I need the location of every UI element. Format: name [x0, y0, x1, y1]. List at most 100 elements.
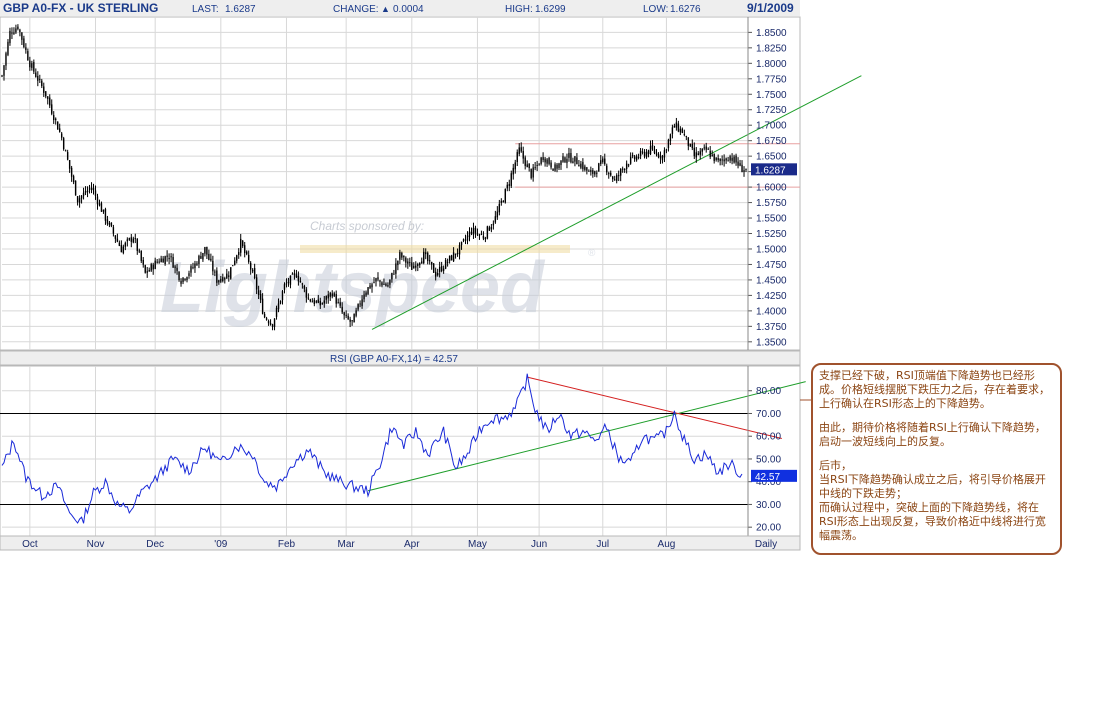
price-candle-body: [484, 237, 487, 240]
price-candle-body: [663, 150, 666, 158]
price-candle-body: [494, 216, 497, 223]
price-candle-body: [709, 150, 711, 158]
price-candle-body: [158, 261, 160, 263]
analysis-note: 支撑已经下破，RSI顶端值下降趋势也已经形成。价格短线摆脱下跌压力之后，存在着要…: [811, 363, 1062, 555]
price-candle-body: [466, 235, 469, 241]
price-candle-body: [80, 195, 83, 199]
price-candle-body: [687, 137, 690, 146]
rsi-last-badge: 42.57: [751, 469, 797, 483]
price-candle-body: [134, 238, 136, 240]
price-candle-body: [434, 271, 437, 277]
x-axis: Oct Nov Dec '09 Feb Mar Apr May Jun Jul Aug Daily: [22, 539, 777, 550]
price-candle-body: [522, 150, 524, 159]
rsi-line-path: [1, 373, 743, 524]
x-axis-tick-label: Jul: [596, 539, 609, 550]
price-candle-body: [430, 261, 433, 265]
price-candle-body: [429, 260, 431, 262]
quote-header: GBP A0-FX - UK STERLING LAST: 1.6287 CHA…: [0, 0, 800, 16]
price-tick-label: 1.7500: [756, 90, 787, 101]
price-candle-body: [188, 273, 190, 276]
price-candle-body: [9, 30, 11, 44]
price-candle-body: [245, 251, 248, 255]
price-candle-body: [530, 169, 532, 179]
price-candle-body: [53, 115, 55, 121]
price-candle-body: [283, 284, 286, 290]
price-tick-label: 1.7750: [756, 74, 787, 85]
price-tick-label: 1.4750: [756, 260, 787, 271]
price-grid: [2, 17, 748, 350]
price-tick-label: 1.3500: [756, 337, 787, 348]
price-candle-body: [707, 148, 709, 150]
price-candle-body: [713, 153, 715, 161]
price-candle-body: [164, 256, 166, 265]
price-candle-body: [659, 155, 662, 159]
price-candle-body: [198, 255, 200, 265]
price-candle-body: [273, 318, 276, 327]
sponsor-watermark: Charts sponsored by: Lightspeed ®: [160, 219, 596, 328]
price-tick-label: 1.3750: [756, 322, 787, 333]
price-candle-body: [504, 188, 507, 203]
price-candle-body: [178, 271, 180, 281]
price-candle-body: [474, 227, 477, 234]
price-candle-body: [639, 150, 642, 156]
price-candle-body: [230, 267, 232, 279]
price-candle-body: [743, 170, 745, 172]
price-candle-body: [70, 167, 73, 177]
price-candle-body: [295, 274, 298, 278]
price-tick-label: 1.5250: [756, 229, 787, 240]
price-candle-body: [29, 60, 31, 68]
price-candle-body: [643, 151, 646, 157]
price-candle-body: [681, 128, 684, 134]
price-candle-body: [186, 277, 188, 281]
price-candle-body: [365, 292, 367, 296]
price-tick-label: 1.4500: [756, 275, 787, 286]
price-candle-body: [220, 278, 222, 282]
price-candle-body: [604, 158, 606, 165]
price-candle-body: [247, 254, 250, 262]
price-candle-body: [106, 219, 109, 224]
price-candle-body: [122, 246, 125, 254]
price-tick-label: 1.4250: [756, 291, 787, 302]
price-candle-body: [327, 294, 329, 299]
price-candle-body: [614, 179, 616, 181]
sponsor-text: Charts sponsored by:: [310, 219, 424, 233]
price-candle-body: [512, 167, 514, 175]
price-candle-body: [243, 245, 246, 254]
price-candle-body: [277, 303, 280, 310]
price-candle-body: [647, 150, 650, 155]
price-candle-body: [329, 292, 331, 297]
price-candle-body: [311, 301, 314, 303]
last-price-badge-text: 1.6287: [755, 165, 786, 176]
price-candle-body: [3, 65, 5, 76]
price-candle-body: [114, 235, 117, 239]
price-candle-body: [333, 293, 335, 297]
price-candle-body: [31, 63, 33, 68]
price-candle-body: [546, 159, 548, 164]
price-candle-body: [281, 291, 284, 301]
price-candle-body: [536, 164, 538, 166]
price-candle-body: [409, 262, 411, 264]
price-candle-body: [492, 223, 495, 226]
quote-date: 9/1/2009: [747, 1, 794, 15]
x-axis-tick-label: Feb: [278, 539, 296, 550]
price-candle-body: [508, 184, 510, 186]
price-candle-body: [23, 38, 25, 48]
price-candle-body: [701, 148, 703, 152]
price-candle-body: [401, 252, 403, 258]
price-candle-body: [558, 163, 560, 169]
price-candle-body: [96, 196, 99, 205]
price-candle-body: [240, 238, 242, 253]
price-candle-body: [351, 320, 353, 322]
price-candle-body: [238, 252, 240, 256]
price-candle-body: [78, 198, 81, 203]
price-candle-body: [456, 253, 459, 255]
price-candle-body: [176, 267, 178, 271]
price-candle-body: [661, 155, 664, 161]
price-tick-label: 1.6750: [756, 136, 787, 147]
price-candle-body: [375, 278, 377, 282]
rsi-series: [1, 373, 743, 524]
price-candle-body: [58, 128, 61, 132]
price-candle-body: [600, 160, 602, 164]
price-candle-body: [381, 282, 383, 286]
rsi-grid: [0, 366, 748, 536]
